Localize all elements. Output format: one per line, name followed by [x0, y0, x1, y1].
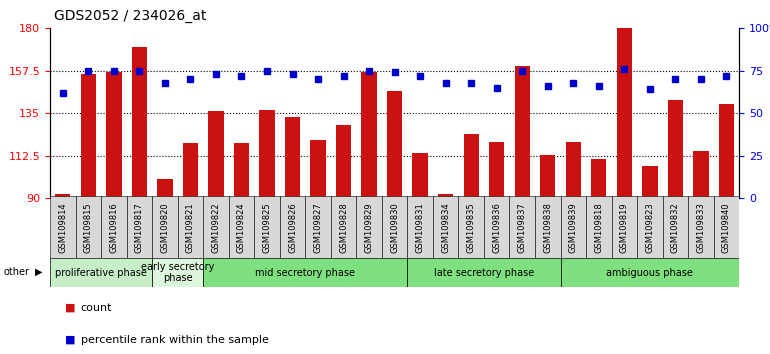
Text: ambiguous phase: ambiguous phase	[607, 268, 693, 278]
Text: GSM109837: GSM109837	[517, 202, 527, 253]
Text: GSM109819: GSM109819	[620, 202, 629, 253]
Text: GSM109827: GSM109827	[313, 202, 323, 253]
Text: GSM109838: GSM109838	[544, 202, 552, 253]
Bar	[203, 196, 229, 258]
Bar	[81, 74, 96, 198]
Bar	[668, 100, 683, 198]
Bar	[336, 125, 351, 198]
Bar	[387, 91, 402, 198]
Bar	[561, 258, 739, 287]
Bar	[285, 117, 300, 198]
Text: GSM109830: GSM109830	[390, 202, 399, 253]
Bar	[693, 151, 708, 198]
Bar	[152, 258, 203, 287]
Text: mid secretory phase: mid secretory phase	[256, 268, 355, 278]
Text: GSM109828: GSM109828	[339, 202, 348, 253]
Bar	[234, 143, 249, 198]
Bar	[510, 196, 535, 258]
Bar	[101, 196, 126, 258]
Bar	[642, 166, 658, 198]
Text: ■: ■	[65, 303, 76, 313]
Bar	[688, 196, 714, 258]
Text: GSM109831: GSM109831	[416, 202, 424, 253]
Bar	[591, 159, 607, 198]
Text: GSM109817: GSM109817	[135, 202, 144, 253]
Bar	[718, 104, 734, 198]
Bar	[433, 196, 458, 258]
Bar	[438, 194, 454, 198]
Text: GSM109826: GSM109826	[288, 202, 297, 253]
Bar	[407, 258, 561, 287]
Bar	[254, 196, 280, 258]
Text: GSM109836: GSM109836	[492, 202, 501, 253]
Bar	[561, 196, 586, 258]
Bar	[637, 196, 663, 258]
Bar	[407, 196, 433, 258]
Bar	[157, 179, 172, 198]
Bar	[126, 196, 152, 258]
Text: GSM109818: GSM109818	[594, 202, 604, 253]
Text: GDS2052 / 234026_at: GDS2052 / 234026_at	[54, 9, 206, 23]
Bar	[484, 196, 510, 258]
Bar	[566, 142, 581, 198]
Bar	[182, 143, 198, 198]
Text: proliferative phase: proliferative phase	[55, 268, 147, 278]
Text: GSM109829: GSM109829	[365, 202, 373, 253]
Text: count: count	[81, 303, 112, 313]
Bar	[464, 134, 479, 198]
Bar	[382, 196, 407, 258]
Text: GSM109815: GSM109815	[84, 202, 93, 253]
Text: GSM109820: GSM109820	[160, 202, 169, 253]
Bar	[178, 196, 203, 258]
Text: GSM109835: GSM109835	[467, 202, 476, 253]
Text: ■: ■	[65, 335, 76, 345]
Bar	[357, 196, 382, 258]
Bar	[55, 194, 71, 198]
Bar	[586, 196, 611, 258]
Text: GSM109834: GSM109834	[441, 202, 450, 253]
Bar	[514, 66, 530, 198]
Bar	[50, 196, 75, 258]
Bar	[280, 196, 305, 258]
Text: other: other	[4, 267, 30, 277]
Bar	[259, 109, 275, 198]
Text: late secretory phase: late secretory phase	[434, 268, 534, 278]
Bar	[203, 258, 407, 287]
Bar	[413, 153, 428, 198]
Bar	[50, 258, 152, 287]
Text: GSM109832: GSM109832	[671, 202, 680, 253]
Bar	[209, 112, 223, 198]
Bar	[611, 196, 637, 258]
Bar	[152, 196, 178, 258]
Text: GSM109823: GSM109823	[645, 202, 654, 253]
Text: GSM109816: GSM109816	[109, 202, 119, 253]
Bar	[331, 196, 357, 258]
Text: GSM109839: GSM109839	[569, 202, 578, 253]
Bar	[75, 196, 101, 258]
Bar	[458, 196, 484, 258]
Text: GSM109821: GSM109821	[186, 202, 195, 253]
Bar	[617, 28, 632, 198]
Bar	[305, 196, 331, 258]
Text: GSM109822: GSM109822	[212, 202, 220, 253]
Text: early secretory
phase: early secretory phase	[141, 262, 214, 284]
Bar	[714, 196, 739, 258]
Text: GSM109833: GSM109833	[696, 202, 705, 253]
Bar	[361, 72, 377, 198]
Bar	[663, 196, 688, 258]
Bar	[540, 155, 555, 198]
Bar	[489, 142, 504, 198]
Bar	[132, 47, 147, 198]
Bar	[535, 196, 561, 258]
Bar	[106, 72, 122, 198]
Text: percentile rank within the sample: percentile rank within the sample	[81, 335, 269, 345]
Text: GSM109840: GSM109840	[722, 202, 731, 253]
Text: GSM109825: GSM109825	[263, 202, 272, 253]
Text: GSM109814: GSM109814	[59, 202, 67, 253]
Text: GSM109824: GSM109824	[237, 202, 246, 253]
Bar	[229, 196, 254, 258]
Text: ▶: ▶	[35, 267, 42, 277]
Bar	[310, 140, 326, 198]
